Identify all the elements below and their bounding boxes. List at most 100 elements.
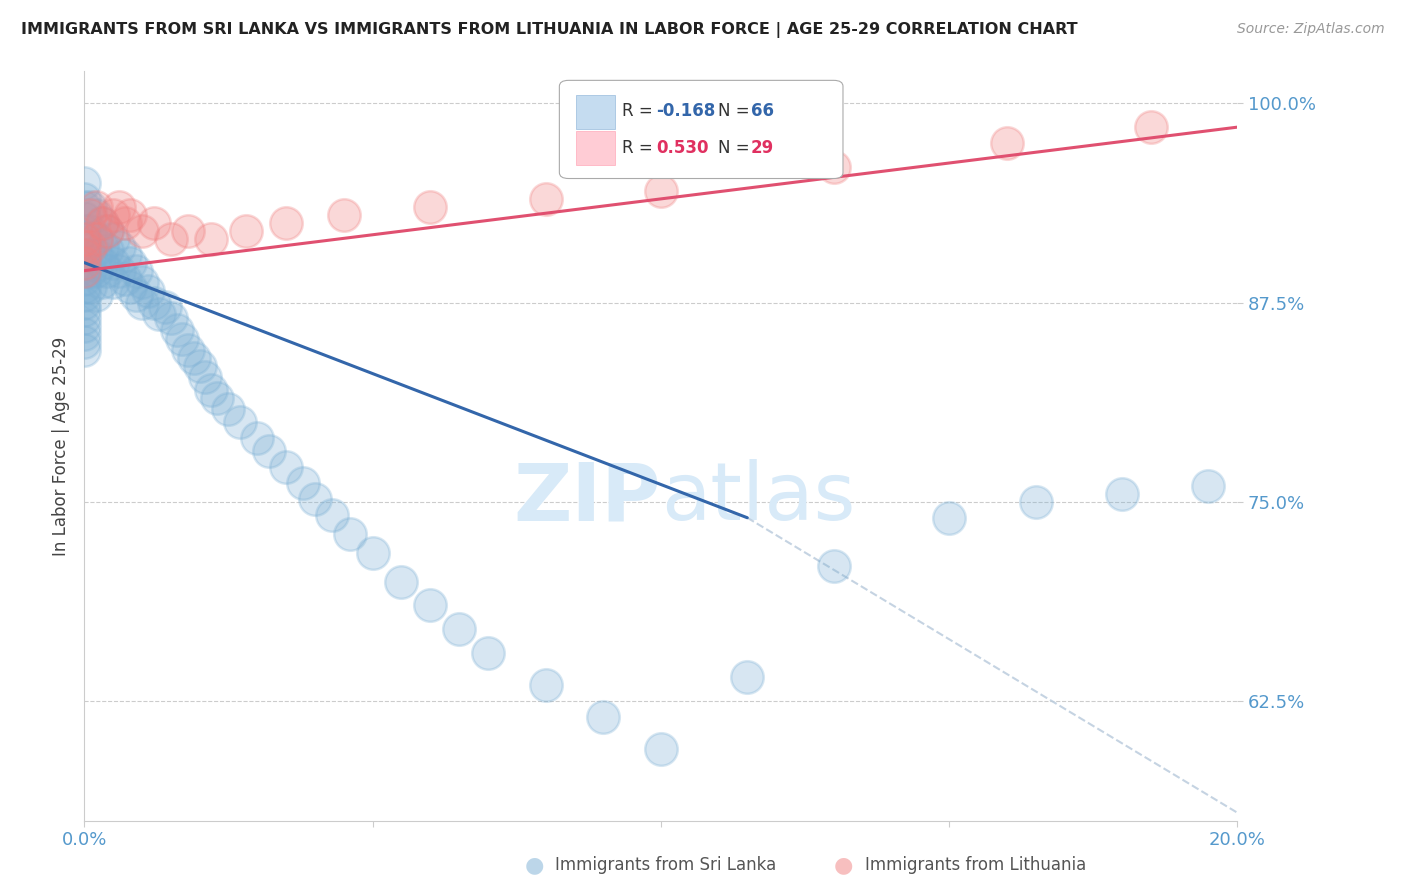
Point (96, 243, 118, 257)
Point (96, 263, 118, 277)
Point (131, 275, 153, 289)
Point (276, 216, 298, 230)
Point (276, 459, 298, 474)
Y-axis label: In Labor Force | Age 25-29: In Labor Force | Age 25-29 (52, 336, 70, 556)
Text: -0.168: -0.168 (657, 102, 716, 120)
Point (592, 710, 614, 724)
Point (419, 599, 441, 613)
Point (1111, 487, 1133, 501)
Point (449, 623, 471, 637)
Point (73, 343, 96, 358)
Point (84, 200, 107, 214)
Point (73, 200, 96, 214)
Point (153, 301, 176, 315)
Point (120, 279, 142, 293)
Point (103, 255, 124, 269)
Point (84, 208, 107, 222)
Point (292, 475, 315, 490)
Point (534, 192, 557, 206)
Point (477, 646, 499, 660)
Point (120, 208, 142, 222)
Point (1198, 479, 1220, 493)
Point (73, 271, 96, 285)
Point (90, 275, 112, 289)
Point (142, 216, 165, 230)
Point (218, 402, 240, 417)
Point (534, 678, 557, 692)
Point (177, 343, 200, 358)
Point (79, 263, 101, 277)
Point (333, 208, 356, 222)
Point (79, 240, 101, 254)
Point (108, 240, 131, 254)
Point (73, 232, 96, 246)
Point (142, 295, 165, 310)
Point (246, 431, 269, 445)
Point (200, 383, 222, 397)
Point (391, 574, 413, 589)
Point (84, 263, 107, 277)
Point (114, 216, 136, 230)
Text: N =: N = (718, 139, 755, 157)
Point (73, 192, 96, 206)
Text: Immigrants from Sri Lanka: Immigrants from Sri Lanka (555, 856, 776, 874)
Text: ●: ● (834, 855, 853, 875)
Point (84, 248, 107, 262)
Point (257, 443, 280, 458)
Point (131, 224, 153, 238)
Point (73, 211, 96, 225)
Point (73, 248, 96, 262)
Point (79, 200, 101, 214)
Point (737, 670, 759, 684)
Point (304, 491, 326, 506)
Point (1140, 120, 1163, 135)
Point (160, 311, 183, 326)
Point (229, 415, 252, 429)
Point (84, 232, 107, 246)
Text: Immigrants from Lithuania: Immigrants from Lithuania (865, 856, 1085, 874)
Point (321, 508, 343, 522)
Point (73, 287, 96, 301)
Point (73, 255, 96, 269)
Point (103, 275, 124, 289)
Point (73, 224, 96, 238)
Point (73, 263, 96, 277)
Point (361, 546, 384, 560)
Point (188, 359, 211, 374)
Point (160, 232, 183, 246)
Point (73, 295, 96, 310)
Point (103, 232, 124, 246)
Point (90, 255, 112, 269)
Point (650, 742, 672, 756)
Text: ●: ● (524, 855, 544, 875)
Point (177, 224, 200, 238)
Point (73, 263, 96, 277)
Point (96, 224, 118, 238)
Text: R =: R = (621, 102, 658, 120)
Point (823, 558, 845, 573)
Point (73, 319, 96, 334)
Point (1025, 495, 1047, 509)
Point (79, 224, 101, 238)
Point (90, 240, 112, 254)
Text: atlas: atlas (661, 459, 855, 538)
Point (79, 279, 101, 293)
Point (148, 307, 170, 321)
Point (114, 271, 136, 285)
Point (172, 332, 194, 346)
Point (339, 526, 361, 541)
Point (995, 136, 1018, 150)
Text: R =: R = (621, 139, 658, 157)
Point (650, 184, 672, 198)
Text: Source: ZipAtlas.com: Source: ZipAtlas.com (1237, 22, 1385, 37)
Point (938, 510, 960, 524)
Point (131, 295, 153, 310)
Point (823, 160, 845, 174)
Point (108, 200, 131, 214)
Point (73, 327, 96, 342)
Text: IMMIGRANTS FROM SRI LANKA VS IMMIGRANTS FROM LITHUANIA IN LABOR FORCE | AGE 25-2: IMMIGRANTS FROM SRI LANKA VS IMMIGRANTS … (21, 22, 1078, 38)
Point (125, 263, 148, 277)
Point (114, 248, 136, 262)
Text: ZIP: ZIP (513, 459, 661, 538)
Point (96, 224, 118, 238)
